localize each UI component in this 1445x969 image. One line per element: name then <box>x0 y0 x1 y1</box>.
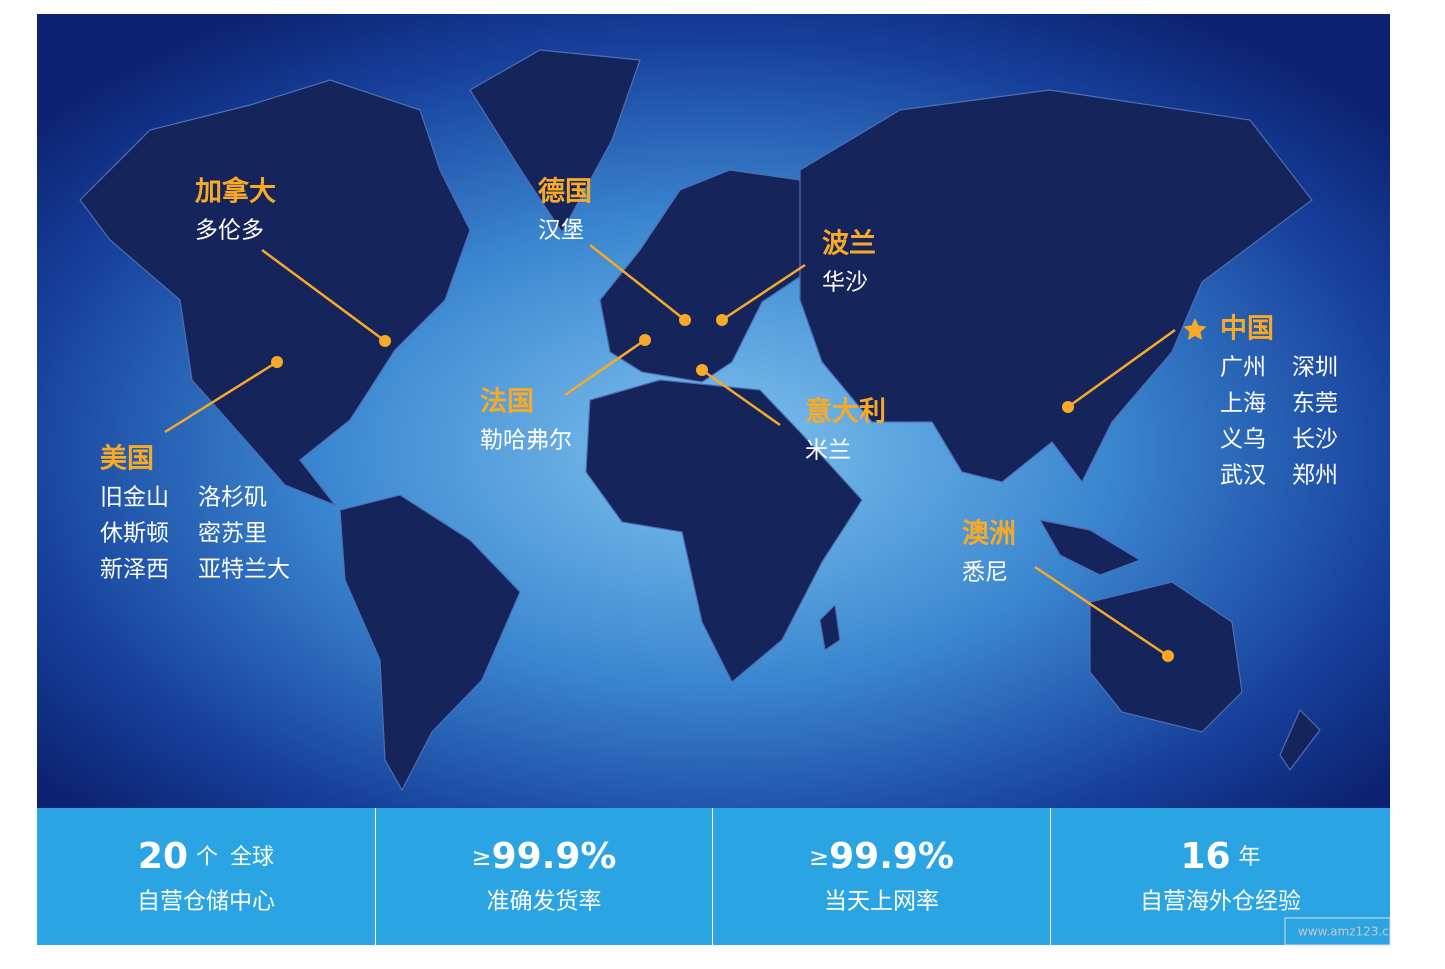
leader-line <box>589 244 686 321</box>
city-name: 上海 <box>1220 391 1266 417</box>
watermark-box <box>1284 917 1391 946</box>
leader-line <box>564 338 646 397</box>
continents <box>79 49 1321 792</box>
leader-line <box>721 263 806 322</box>
stat-unit: 个 <box>196 845 218 870</box>
stat-cell <box>1051 808 1390 945</box>
city-name: 休斯顿 <box>100 521 169 547</box>
stat-value: 99.9% <box>492 836 617 877</box>
city-name: 东莞 <box>1292 391 1338 417</box>
country-name: 波兰 <box>822 229 876 260</box>
country-name: 美国 <box>100 443 154 475</box>
location-dot <box>271 356 283 368</box>
stat-cell <box>37 808 375 945</box>
stat-caption: 准确发货率 <box>487 889 602 915</box>
city-name: 米兰 <box>805 438 851 464</box>
stat-value-line: 20 个全球 <box>138 836 274 877</box>
city-name: 新泽西 <box>100 557 169 583</box>
location-dot <box>639 334 651 346</box>
city-name: 广州 <box>1220 355 1266 381</box>
country-name: 澳洲 <box>962 519 1016 550</box>
city-name: 武汉 <box>1220 463 1266 489</box>
city-name: 郑州 <box>1292 463 1338 489</box>
stat-caption: 自营仓储中心 <box>137 889 275 915</box>
country-name: 法国 <box>480 387 534 418</box>
stat-cell <box>376 808 712 945</box>
city-name: 悉尼 <box>962 560 1008 586</box>
stat-prefix: ≥ <box>809 843 829 871</box>
stat-value-line: ≥99.9% <box>471 836 616 877</box>
stat-value-line: ≥99.9% <box>809 836 954 877</box>
city-name: 深圳 <box>1292 355 1338 381</box>
capital-star <box>1183 318 1207 340</box>
country-name: 加拿大 <box>195 176 276 208</box>
city-name: 义乌 <box>1220 427 1266 453</box>
stat-value: 20 <box>138 836 188 877</box>
country-name: 意大利 <box>805 396 886 428</box>
stat-value: 16 <box>1180 836 1230 877</box>
leader-line <box>261 248 386 343</box>
city-name: 旧金山 <box>100 485 169 511</box>
location-dot <box>1062 401 1074 413</box>
watermark: www.amz123.c <box>1298 925 1389 939</box>
location-dot <box>696 364 708 376</box>
stat-extra: 全球 <box>230 845 274 870</box>
stat-value-line: 16 年 <box>1180 836 1260 877</box>
location-dot <box>716 314 728 326</box>
city-name: 密苏里 <box>198 521 267 547</box>
city-name: 汉堡 <box>538 218 584 244</box>
city-name: 长沙 <box>1292 427 1338 453</box>
leader-line <box>164 360 278 434</box>
city-name: 勒哈弗尔 <box>480 428 572 454</box>
country-name: 中国 <box>1220 314 1274 345</box>
stat-caption: 自营海外仓经验 <box>1140 889 1301 915</box>
location-dot <box>1162 650 1174 662</box>
stat-cell <box>713 808 1050 945</box>
leader-line <box>1067 328 1176 409</box>
location-dot <box>379 335 391 347</box>
city-name: 多伦多 <box>195 218 264 244</box>
stat-caption: 当天上网率 <box>824 889 939 915</box>
stat-unit: 年 <box>1239 845 1261 870</box>
city-name: 洛杉矶 <box>198 485 267 511</box>
location-dot <box>679 314 691 326</box>
city-name: 亚特兰大 <box>198 557 290 583</box>
stat-value: 99.9% <box>829 836 954 877</box>
stats-bar: 20 个全球自营仓储中心 ≥99.9% 准确发货率 ≥99.9% 当天上网率 16 年自营海外… <box>37 808 1390 945</box>
city-name: 华沙 <box>822 270 868 296</box>
leader-line <box>701 368 781 427</box>
stat-prefix: ≥ <box>471 843 491 871</box>
country-name: 德国 <box>538 177 592 208</box>
leader-line <box>1034 565 1169 658</box>
